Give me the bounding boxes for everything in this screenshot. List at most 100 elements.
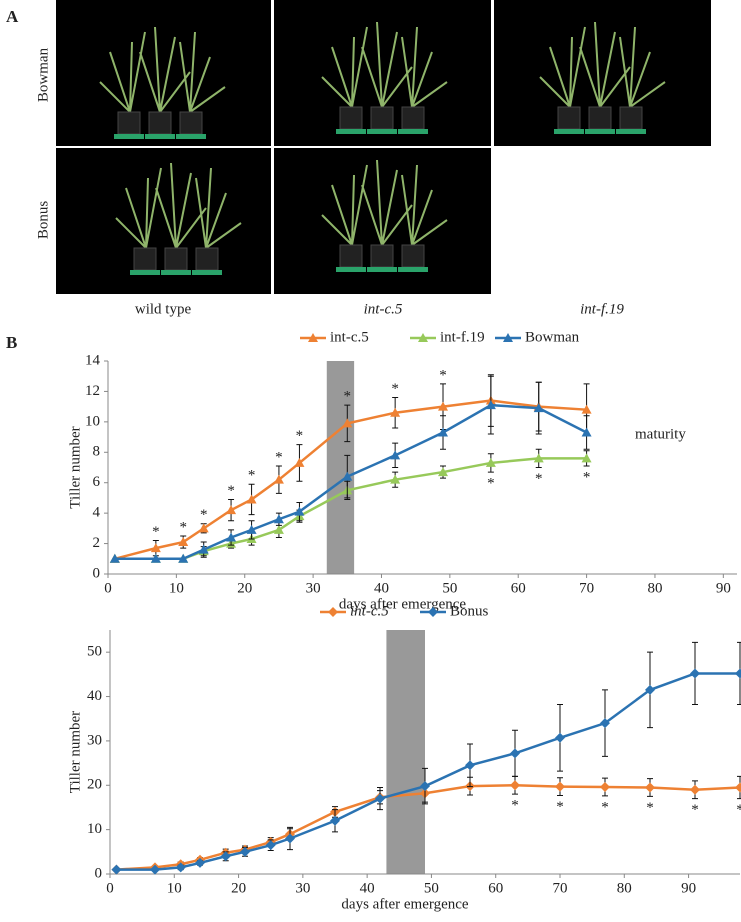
marker [438, 467, 449, 477]
series-line [114, 399, 587, 560]
y-axis-label: Tiller number [67, 426, 83, 508]
x-axis-label: days after emergence [339, 596, 466, 612]
marker [438, 427, 449, 437]
marker [198, 544, 209, 554]
y-axis-label: Tiller number [67, 711, 83, 793]
marker [330, 815, 340, 826]
photo [274, 148, 491, 294]
significance: * [179, 519, 187, 535]
x-tick-label: 70 [553, 880, 568, 896]
y-tick-label: 2 [93, 535, 101, 551]
legend-label: Bowman [525, 329, 580, 345]
marker [150, 553, 161, 563]
significance: * [556, 799, 564, 815]
y-tick-label: 0 [93, 565, 101, 581]
marker [555, 732, 565, 743]
marker [420, 781, 430, 792]
marker [246, 494, 257, 504]
legend-marker [418, 333, 428, 342]
marker [600, 782, 610, 793]
marker [581, 453, 592, 463]
y-tick-label: 0 [95, 865, 103, 881]
significance: * [583, 469, 591, 485]
marker [690, 784, 700, 795]
marker [150, 864, 160, 875]
y-tick-label: 4 [93, 505, 101, 521]
y-tick-label: 12 [85, 383, 100, 399]
x-axis-label: days after emergence [341, 896, 468, 912]
marker [342, 471, 353, 481]
marker [581, 427, 592, 437]
x-tick-label: 20 [237, 580, 252, 596]
shade-band [386, 630, 425, 874]
marker [510, 748, 520, 759]
legend-marker [503, 333, 513, 342]
column-label: wild type [135, 301, 192, 317]
marker [438, 401, 449, 411]
x-tick-label: 0 [106, 880, 114, 896]
marker [109, 553, 120, 563]
significance: * [391, 381, 399, 397]
significance: * [152, 524, 160, 540]
marker [273, 474, 284, 484]
x-tick-label: 90 [681, 880, 696, 896]
marker [226, 505, 237, 515]
marker [645, 684, 655, 695]
significance: * [487, 476, 495, 492]
x-tick-label: 70 [579, 580, 594, 596]
y-tick-label: 14 [85, 352, 101, 368]
x-tick-label: 30 [295, 880, 310, 896]
y-tick-label: 10 [87, 821, 102, 837]
y-tick-label: 30 [87, 732, 102, 748]
marker [294, 506, 305, 516]
x-tick-label: 10 [169, 580, 184, 596]
x-tick-label: 50 [442, 580, 457, 596]
marker [645, 782, 655, 793]
panel-label: B [6, 333, 17, 352]
significance: * [344, 389, 352, 405]
series-line [116, 672, 740, 871]
marker [285, 833, 295, 844]
marker [178, 553, 189, 563]
photo [56, 148, 271, 294]
legend-label: int-c.5 [350, 603, 389, 619]
marker [342, 418, 353, 428]
marker [195, 857, 205, 868]
marker [294, 457, 305, 467]
y-tick-label: 50 [87, 644, 102, 660]
marker [265, 840, 276, 851]
significance: * [275, 449, 283, 465]
significance: * [691, 802, 699, 818]
x-tick-label: 80 [647, 580, 662, 596]
marker [246, 524, 257, 534]
marker [175, 862, 186, 873]
panel-label: A [6, 7, 19, 26]
significance: * [511, 798, 519, 814]
x-tick-label: 10 [167, 880, 182, 896]
significance: * [736, 802, 741, 818]
column-label: int-c.5 [364, 301, 403, 317]
legend-label: Bonus [450, 603, 489, 619]
row-label: Bonus [35, 201, 51, 240]
marker [178, 537, 189, 547]
marker [375, 793, 385, 804]
legend-marker [428, 607, 438, 617]
marker [510, 780, 520, 791]
marker [240, 846, 250, 857]
y-tick-label: 20 [87, 777, 102, 793]
x-tick-label: 80 [617, 880, 632, 896]
annotation: maturity [635, 426, 686, 442]
significance: * [227, 483, 235, 499]
marker [581, 404, 592, 414]
marker [465, 760, 475, 771]
x-tick-label: 20 [231, 880, 246, 896]
photo-panels [56, 0, 711, 294]
significance: * [646, 800, 654, 816]
significance: * [439, 367, 447, 383]
x-tick-label: 40 [374, 580, 389, 596]
marker [735, 782, 741, 793]
marker [390, 474, 401, 484]
marker [198, 523, 209, 533]
legend-marker [328, 607, 338, 617]
